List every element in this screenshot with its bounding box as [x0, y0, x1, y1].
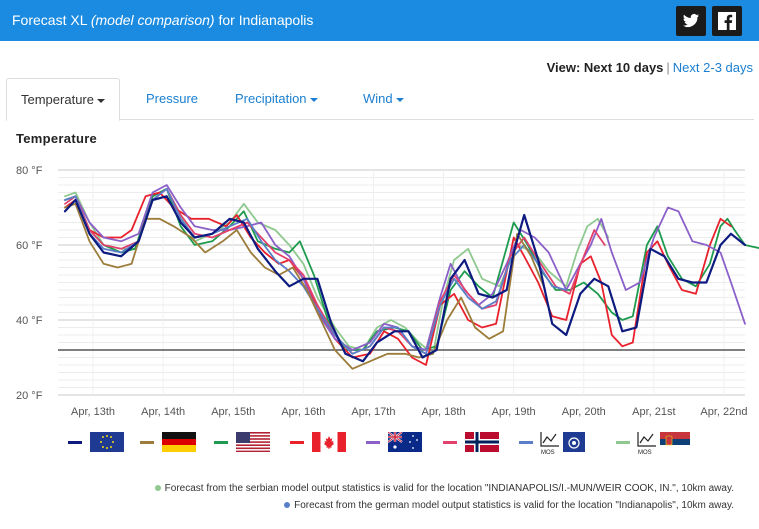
- chevron-down-icon: [96, 98, 105, 103]
- series-line: [64, 202, 547, 370]
- view-next-2-3-days-link[interactable]: Next 2-3 days: [672, 60, 753, 75]
- x-tick-label: Apr, 17th: [351, 406, 395, 418]
- tab-precipitation[interactable]: Precipitation: [235, 78, 318, 118]
- y-tick-label: 40 °F: [16, 315, 43, 327]
- page-title: Forecast XL (model comparison) for India…: [12, 12, 313, 28]
- y-tick-label: 20 °F: [16, 390, 43, 402]
- title-suffix: for Indianapolis: [218, 12, 314, 28]
- tab-temperature[interactable]: Temperature: [6, 78, 120, 121]
- note-text: Forecast from the german model output st…: [294, 500, 734, 511]
- x-tick-label: Apr, 22nd: [700, 406, 747, 418]
- chart-tabs: Temperature Pressure Precipitation Wind: [6, 78, 754, 121]
- tab-temperature-label: Temperature: [21, 92, 94, 107]
- chevron-down-icon: [309, 97, 318, 102]
- temperature-chart: 20 °F 40 °F 60 °F 80 °F Apr, 13th Apr, 14th Ap…: [16, 165, 759, 418]
- x-tick-label: Apr, 15th: [211, 406, 255, 418]
- title-prefix: Forecast XL: [12, 12, 87, 28]
- x-tick-label: Apr, 21st: [632, 406, 675, 418]
- facebook-glyph: [718, 12, 736, 30]
- legend-line: [214, 441, 228, 444]
- legend-line: [290, 441, 304, 444]
- serbian-mos-note: Forecast from the serbian model output s…: [154, 483, 734, 494]
- legend-line: [519, 441, 533, 444]
- mos-label: MOS: [541, 450, 555, 456]
- usa-flag-icon: [236, 432, 270, 452]
- series-line: [64, 187, 759, 351]
- legend-line: [616, 441, 630, 444]
- chart-title: Temperature: [16, 131, 98, 146]
- view-current: View: Next 10 days: [546, 60, 664, 75]
- germany-flag-icon: [162, 432, 196, 452]
- series-line: [64, 187, 568, 355]
- facebook-icon[interactable]: [712, 6, 742, 36]
- legend-line: [443, 441, 457, 444]
- view-selector: View: Next 10 days | Next 2-3 days: [547, 60, 753, 75]
- legend-line: [366, 441, 380, 444]
- note-dot: [154, 485, 161, 492]
- legend-line: [68, 441, 82, 444]
- tab-pressure[interactable]: Pressure: [146, 78, 198, 118]
- tab-wind[interactable]: Wind: [363, 78, 404, 118]
- twitter-glyph: [683, 13, 699, 28]
- app-header: Forecast XL (model comparison) for India…: [0, 0, 759, 41]
- norway-flag-icon: [465, 432, 499, 452]
- mos-label: MOS: [638, 450, 652, 456]
- mos-chart-icon: MOS: [540, 432, 559, 456]
- x-tick-label: Apr, 16th: [281, 406, 325, 418]
- x-tick-label: Apr, 13th: [71, 406, 115, 418]
- dwd-logo-icon: [563, 432, 585, 452]
- twitter-icon[interactable]: [676, 6, 706, 36]
- tab-pressure-label: Pressure: [146, 91, 199, 106]
- german-mos-note: Forecast from the german model output st…: [284, 500, 734, 511]
- legend-line: [140, 441, 154, 444]
- x-tick-label: Apr, 19th: [492, 406, 536, 418]
- x-tick-label: Apr, 14th: [141, 406, 185, 418]
- title-italic: (model comparison): [90, 12, 215, 28]
- canada-flag-icon: [312, 432, 346, 452]
- note-text: Forecast from the serbian model output s…: [164, 483, 734, 494]
- mos-chart-icon: MOS: [637, 432, 656, 456]
- series-line: [64, 184, 746, 351]
- serbia-flag-icon: [660, 432, 690, 452]
- y-tick-label: 80 °F: [16, 165, 43, 177]
- chevron-down-icon: [395, 97, 404, 102]
- series-line: [64, 191, 732, 366]
- x-tick-label: Apr, 18th: [422, 406, 466, 418]
- y-tick-label: 60 °F: [16, 240, 43, 252]
- eu-flag-icon: [90, 432, 124, 452]
- view-separator: |: [666, 60, 670, 75]
- note-dot: [284, 502, 291, 509]
- series-line: [63, 195, 747, 363]
- chart-legend: MOS MOS: [0, 430, 759, 462]
- tab-wind-label: Wind: [363, 91, 393, 106]
- australia-flag-icon: [388, 432, 422, 452]
- tab-precipitation-label: Precipitation: [235, 91, 307, 106]
- x-tick-label: Apr, 20th: [562, 406, 606, 418]
